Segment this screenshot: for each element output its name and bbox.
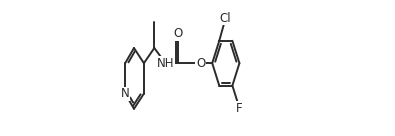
- Text: N: N: [121, 87, 130, 100]
- Text: O: O: [196, 57, 205, 70]
- Text: O: O: [174, 27, 183, 40]
- Text: F: F: [236, 101, 243, 115]
- Text: Cl: Cl: [220, 12, 231, 25]
- Text: NH: NH: [157, 57, 174, 70]
